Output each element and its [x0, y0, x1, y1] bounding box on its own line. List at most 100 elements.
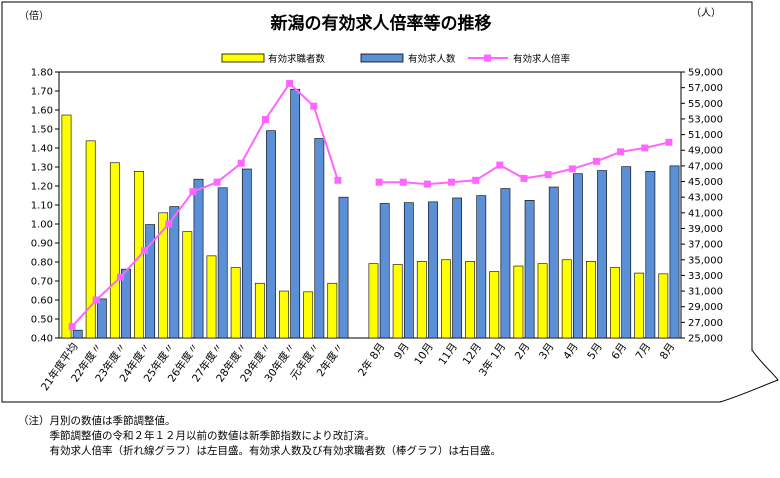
- bar-seekers: [279, 290, 289, 339]
- bar-openings: [476, 195, 487, 339]
- ratio-marker: [165, 220, 173, 228]
- right-axis-tick-label: 49,000: [688, 146, 723, 157]
- bar-openings: [379, 203, 390, 339]
- right-axis-tick-label: 25,000: [688, 334, 723, 345]
- bar-openings: [524, 200, 535, 339]
- ratio-marker: [423, 180, 431, 188]
- right-axis-tick-label: 45,000: [688, 177, 723, 188]
- left-axis-tick-label: 0.80: [31, 258, 53, 269]
- right-axis-tick-label: 41,000: [688, 208, 723, 219]
- legend-label-ratio: 有効求人倍率: [513, 53, 571, 65]
- bar-seekers: [109, 162, 120, 339]
- bar-seekers: [561, 259, 572, 339]
- right-axis-tick-label: 31,000: [688, 287, 723, 298]
- bar-openings: [428, 201, 438, 339]
- legend-swatch-openings: [360, 53, 404, 63]
- ratio-marker: [544, 171, 552, 179]
- left-axis-tick-label: 1.30: [31, 163, 53, 174]
- bar-openings: [290, 88, 301, 339]
- ratio-marker: [448, 178, 456, 186]
- notes-block: （注）月別の数値は季節調整値。 季節調整値の令和２年１２月以前の数値は新季節指数…: [18, 414, 501, 459]
- bar-openings: [338, 196, 349, 339]
- left-axis-tick-label: 0.60: [31, 296, 53, 307]
- ratio-marker: [617, 148, 625, 156]
- ratio-marker: [261, 116, 269, 123]
- bar-seekers: [537, 263, 548, 339]
- right-axis-tick-label: 57,000: [688, 83, 723, 94]
- bar-seekers: [158, 212, 169, 339]
- bar-seekers: [658, 273, 669, 339]
- ratio-marker: [213, 178, 221, 186]
- ratio-marker: [472, 176, 480, 184]
- right-axis-tick-label: 43,000: [688, 193, 723, 204]
- ratio-marker: [334, 176, 342, 184]
- left-axis-tick-label: 1.00: [31, 220, 53, 231]
- paper-fold: [719, 349, 779, 403]
- ratio-marker: [665, 138, 673, 146]
- bar-openings: [314, 138, 325, 339]
- bar-openings: [217, 187, 228, 339]
- bar-seekers: [327, 282, 338, 339]
- left-axis-tick-label: 1.20: [31, 182, 53, 193]
- ratio-marker: [237, 159, 245, 167]
- bar-seekers: [206, 255, 217, 339]
- bar-seekers: [182, 231, 193, 339]
- bar-seekers: [465, 261, 475, 339]
- left-axis-tick-label: 1.60: [31, 106, 53, 117]
- bar-seekers: [489, 271, 500, 339]
- bar-seekers: [368, 263, 379, 339]
- left-axis-tick-label: 1.70: [31, 87, 53, 98]
- bar-openings: [548, 186, 559, 339]
- ratio-marker: [399, 178, 407, 186]
- bar-openings: [145, 224, 156, 339]
- ratio-marker: [375, 178, 383, 186]
- right-axis-tick-label: 55,000: [688, 99, 723, 110]
- bar-seekers: [610, 267, 620, 339]
- bar-seekers: [392, 264, 403, 339]
- bar-seekers: [61, 114, 72, 339]
- bar-openings: [645, 171, 656, 339]
- bar-openings: [241, 168, 252, 339]
- ratio-marker: [592, 157, 600, 165]
- bar-openings: [96, 298, 107, 339]
- left-axis-tick-label: 1.10: [31, 201, 53, 212]
- left-axis-tick-label: 0.40: [31, 334, 53, 345]
- ratio-marker: [286, 79, 294, 87]
- bar-openings: [597, 170, 607, 339]
- ratio-marker: [641, 144, 649, 152]
- bar-openings: [452, 197, 463, 339]
- left-axis-tick-label: 1.80: [31, 68, 53, 79]
- ratio-marker: [568, 165, 576, 173]
- left-axis-tick-label: 0.70: [31, 277, 53, 288]
- right-axis-tick-label: 35,000: [688, 255, 723, 266]
- ratio-marker: [141, 247, 149, 255]
- legend-swatch-seekers: [221, 53, 265, 63]
- left-axis-tick-label: 0.50: [31, 315, 53, 326]
- bar-openings: [266, 130, 276, 339]
- legend-marker-ratio: [484, 54, 491, 62]
- left-axis-tick-label: 1.50: [31, 125, 53, 136]
- bar-openings: [621, 166, 632, 339]
- bar-seekers: [416, 261, 427, 339]
- right-axis-tick-label: 33,000: [688, 271, 723, 282]
- bar-openings: [573, 173, 583, 339]
- bar-openings: [500, 188, 511, 339]
- ratio-marker: [116, 273, 124, 281]
- right-axis-tick-label: 37,000: [688, 240, 723, 251]
- right-axis-tick-label: 27,000: [688, 318, 723, 329]
- ratio-marker: [92, 296, 100, 304]
- bar-openings: [72, 329, 83, 339]
- ratio-marker: [189, 188, 197, 196]
- legend-label-openings: 有効求人数: [408, 53, 456, 65]
- bar-seekers: [230, 267, 241, 339]
- note-line: （注）月別の数値は季節調整値。: [18, 415, 176, 427]
- bar-openings: [169, 206, 180, 339]
- bar-openings: [193, 178, 204, 339]
- right-axis-tick-label: 29,000: [688, 302, 723, 313]
- note-line: 有効求人倍率（折れ線グラフ）は左目盛。有効求人数及び有効求職者数（棒グラフ）は右…: [18, 445, 501, 457]
- bar-seekers: [134, 171, 144, 339]
- ratio-marker: [520, 174, 528, 182]
- right-axis-tick-label: 39,000: [688, 224, 723, 235]
- right-unit-label: （人）: [691, 7, 721, 19]
